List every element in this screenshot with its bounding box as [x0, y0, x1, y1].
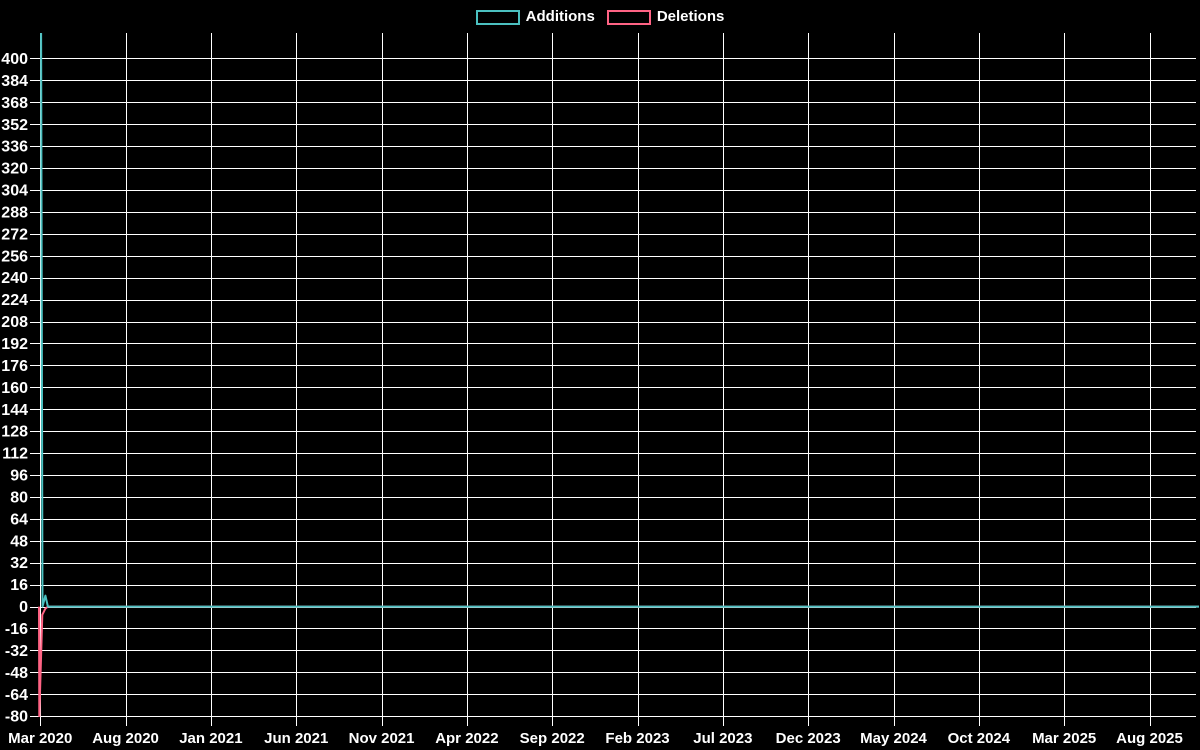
y-tick-label: 192 — [1, 336, 28, 353]
y-tick-label: 288 — [1, 204, 28, 221]
y-tick-label: 336 — [1, 139, 28, 156]
legend-label-deletions: Deletions — [656, 8, 725, 25]
x-tick-label: Oct 2024 — [948, 730, 1011, 747]
y-tick-label: 240 — [1, 270, 28, 287]
y-tick-label: 320 — [1, 161, 28, 178]
y-tick-label: 208 — [1, 314, 28, 331]
x-tick-label: May 2024 — [860, 730, 927, 747]
deletions-line — [38, 605, 1199, 717]
x-tick-label: Feb 2023 — [605, 730, 669, 747]
y-tick-label: 0 — [19, 599, 28, 616]
x-tick-label: Apr 2022 — [435, 730, 498, 747]
y-tick-label: 96 — [10, 468, 28, 485]
y-tick-label: 80 — [10, 489, 28, 506]
y-tick-label: 112 — [2, 446, 28, 463]
y-tick-label: 384 — [1, 73, 28, 90]
y-tick-label: 32 — [10, 555, 28, 572]
legend-item-deletions[interactable]: Deletions — [606, 8, 725, 26]
x-tick-label: Jun 2021 — [264, 730, 328, 747]
x-tick-label: Mar 2020 — [8, 730, 72, 747]
y-tick-label: 304 — [1, 183, 28, 200]
y-tick-label: 368 — [1, 95, 28, 112]
x-tick-label: Jul 2023 — [693, 730, 752, 747]
y-tick-label: 400 — [1, 51, 28, 68]
x-tick-label: Mar 2025 — [1032, 730, 1096, 747]
additions-line — [40, 33, 1199, 608]
x-tick-label: Dec 2023 — [776, 730, 841, 747]
y-tick-label: -64 — [5, 687, 28, 704]
y-tick-label: 160 — [1, 380, 28, 397]
y-tick-label: 176 — [1, 358, 28, 375]
y-tick-label: -80 — [5, 709, 28, 726]
x-tick-label: Nov 2021 — [349, 730, 415, 747]
y-tick-label: 16 — [10, 577, 28, 594]
x-tick-label: Aug 2020 — [92, 730, 159, 747]
chart-legend: Additions Deletions — [0, 8, 1200, 26]
legend-item-additions[interactable]: Additions — [475, 8, 595, 26]
x-tick-label: Sep 2022 — [520, 730, 585, 747]
y-tick-label: -48 — [5, 665, 28, 682]
y-tick-label: 64 — [10, 511, 28, 528]
y-tick-label: 272 — [1, 226, 28, 243]
y-tick-label: 352 — [1, 117, 28, 134]
x-tick-label: Aug 2025 — [1116, 730, 1183, 747]
additions-swatch-icon — [475, 9, 520, 25]
legend-label-additions: Additions — [525, 8, 595, 25]
y-tick-label: 224 — [1, 292, 28, 309]
y-tick-label: -32 — [5, 643, 28, 660]
y-tick-label: 144 — [1, 402, 28, 419]
deletions-swatch-icon — [606, 9, 651, 25]
y-tick-label: 48 — [10, 533, 28, 550]
y-tick-label: -16 — [5, 621, 28, 638]
y-tick-label: 256 — [1, 248, 28, 265]
x-tick-label: Jan 2021 — [179, 730, 242, 747]
y-tick-label: 128 — [1, 424, 28, 441]
